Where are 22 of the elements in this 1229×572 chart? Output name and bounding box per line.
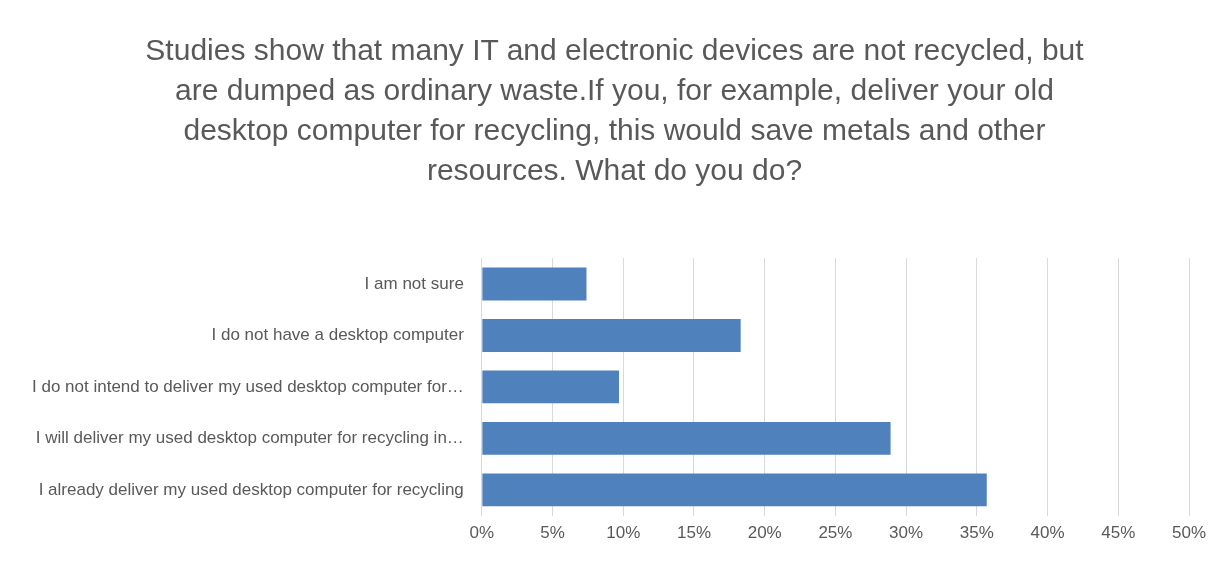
bar xyxy=(482,370,620,404)
y-tick-label: I already deliver my used desktop computer for recycling xyxy=(38,479,464,499)
x-tick-label: 15% xyxy=(676,523,711,543)
x-tick-label: 25% xyxy=(818,523,853,543)
x-tick-label: 10% xyxy=(606,523,641,543)
x-tick-label: 50% xyxy=(1171,523,1207,543)
x-tick-label: 20% xyxy=(747,523,782,543)
x-tick-label: 35% xyxy=(959,523,994,543)
x-tick-label: 5% xyxy=(540,523,565,543)
bar xyxy=(482,267,587,301)
bar xyxy=(482,318,741,352)
bar xyxy=(482,421,891,455)
y-tick-label: I will deliver my used desktop computer for recycling in… xyxy=(35,428,464,448)
x-tick-label: 45% xyxy=(1101,523,1136,543)
bar xyxy=(482,473,987,507)
x-tick-label: 40% xyxy=(1030,523,1065,543)
y-tick-label: I do not have a desktop computer xyxy=(211,325,465,345)
y-tick-label: I am not sure xyxy=(364,273,464,293)
x-tick-label: 0% xyxy=(469,523,495,543)
y-tick-label: I do not intend to deliver my used desktop computer for… xyxy=(32,376,464,396)
chart-title: Studies show that many IT and electronic devices are not recycled, but are dumped as ordinary waste.If you, for example, deliver your old desktop computer for recycling, this would save metals and other resources. What do you do? xyxy=(144,32,1085,188)
x-tick-label: 30% xyxy=(889,523,924,543)
